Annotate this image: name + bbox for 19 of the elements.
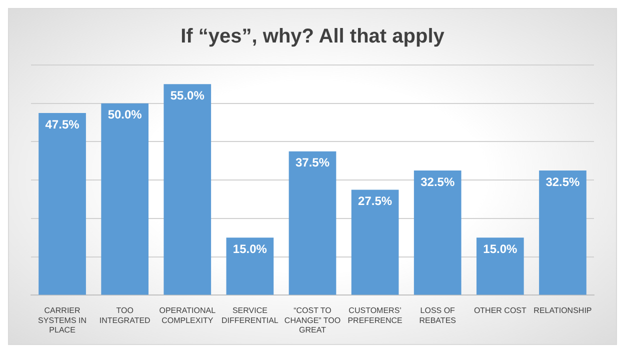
data-label: 55.0% xyxy=(170,88,205,102)
data-label: 50.0% xyxy=(108,108,142,122)
data-label: 32.5% xyxy=(420,174,455,189)
x-tick-label: CARRIER SYSTEMS IN PLACE xyxy=(38,306,87,334)
data-label: 37.5% xyxy=(295,156,330,170)
data-label: 32.5% xyxy=(546,174,580,189)
x-tick-label: CUSTOMERS’ PREFERENCE xyxy=(348,306,402,325)
data-label: 27.5% xyxy=(358,194,392,208)
x-tick-label: TOO INTEGRATED xyxy=(99,306,151,325)
x-tick-label: OPERATIONAL COMPLEXITY xyxy=(159,306,216,325)
x-tick-label: RELATIONSHIP xyxy=(534,306,592,316)
x-tick-label: OTHER COST xyxy=(474,306,526,316)
chart-title: If “yes”, why? All that apply xyxy=(180,26,446,48)
x-tick-label: SERVICE DIFFERENTIAL xyxy=(221,306,279,325)
data-label: 15.0% xyxy=(483,242,518,256)
x-tick-label: LOSS OF REBATES xyxy=(419,306,456,325)
data-label: 47.5% xyxy=(45,117,80,132)
x-tick-label: “COST TO CHANGE” TOO GREAT xyxy=(284,306,341,334)
data-label: 15.0% xyxy=(232,242,268,256)
